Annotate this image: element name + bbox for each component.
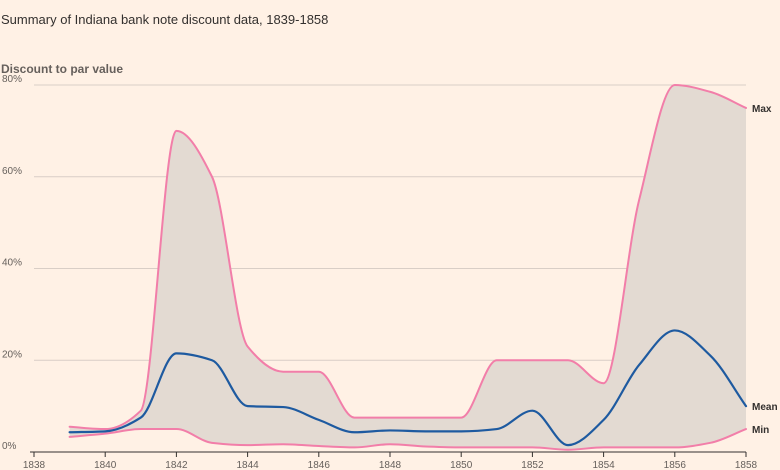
x-tick-label: 1852 [521,460,544,470]
series-line-max [68,84,747,431]
data-point-mean [601,417,606,422]
data-point-mean [352,430,357,435]
x-tick-label: 1838 [23,460,46,470]
data-point-min [744,427,749,432]
data-point-min [601,445,606,450]
data-point-mean [174,351,179,356]
chart-subtitle: Summary of Indiana bank note discount da… [1,12,329,27]
data-point-min [423,444,428,449]
data-point-min [708,440,713,445]
x-tick-label: 1850 [450,460,473,470]
x-tick-label: 1846 [308,460,331,470]
data-point-min [67,434,72,439]
data-point-min [103,431,108,436]
data-point-min [138,427,143,432]
data-point-max [174,128,179,133]
data-point-max [245,344,250,349]
x-tick-label: 1858 [735,460,758,470]
series-label-mean: Mean [752,402,778,413]
data-point-max [210,174,215,179]
data-point-max [530,358,535,363]
range-band-area [69,85,747,450]
data-point-min [459,445,464,450]
data-point-mean [566,443,571,448]
data-point-mean [316,417,321,422]
data-point-mean [637,362,642,367]
x-tick-label: 1856 [664,460,687,470]
data-point-max [281,369,286,374]
data-point-mean [459,429,464,434]
series-line-mean [68,329,748,447]
data-point-max [601,381,606,386]
y-axis-label: Discount to par value [1,62,124,76]
data-point-max [494,358,499,363]
x-tick-label: 1840 [94,460,117,470]
data-point-max [388,415,393,420]
data-point-min [352,445,357,450]
data-point-min [281,442,286,447]
data-point-mean [138,415,143,420]
data-point-mean [744,404,749,409]
data-point-min [316,444,321,449]
data-point-min [388,442,393,447]
data-point-min [530,445,535,450]
x-tick-label: 1842 [165,460,188,470]
data-point-max [316,369,321,374]
data-point-max [67,424,72,429]
data-point-mean [67,430,72,435]
data-point-min [566,447,571,452]
data-point-min [494,445,499,450]
y-tick-layer: 0% 20% 40% 60% 80% [2,74,22,452]
data-point-max [708,89,713,94]
data-point-min [174,427,179,432]
data-point-min [637,445,642,450]
x-tick-layer: 1838 1840 1842 1844 1846 1848 1850 1852 1854 1856… [23,452,758,470]
data-point-max [138,408,143,413]
data-point-mean [388,428,393,433]
y-tick-label: 20% [2,349,22,360]
y-tick-label: 40% [2,258,22,269]
series-line-min [68,428,747,451]
y-tick-label: 60% [2,166,22,177]
series-label-min: Min [752,425,769,436]
data-point-max [672,83,677,88]
data-point-mean [423,429,428,434]
x-tick-label: 1848 [379,460,402,470]
y-tick-label: 0% [2,441,17,452]
data-point-mean [672,328,677,333]
data-point-max [423,415,428,420]
data-point-min [210,440,215,445]
data-point-min [245,443,250,448]
data-point-mean [708,353,713,358]
data-point-mean [210,358,215,363]
series-label-layer: Max Mean Min [752,104,778,436]
data-point-max [637,197,642,202]
data-point-max [744,105,749,110]
data-point-max [352,415,357,420]
x-tick-label: 1844 [236,460,259,470]
data-point-mean [530,408,535,413]
data-point-mean [494,427,499,432]
data-point-mean [245,404,250,409]
data-point-max [566,358,571,363]
x-tick-label: 1854 [592,460,615,470]
series-label-max: Max [752,104,772,115]
data-point-mean [281,405,286,410]
y-tick-label: 80% [2,74,22,85]
data-point-min [672,445,677,450]
data-point-max [459,415,464,420]
